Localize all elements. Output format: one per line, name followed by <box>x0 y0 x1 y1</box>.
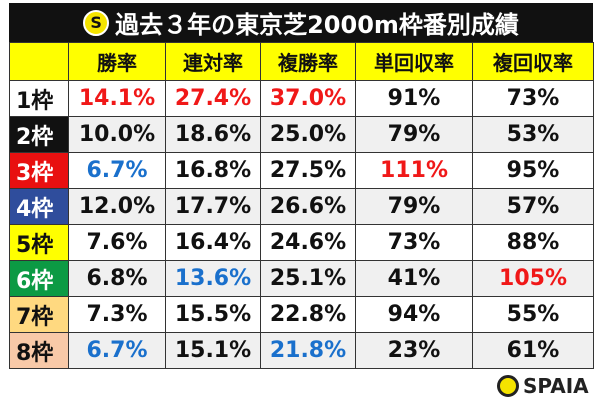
table-cell: 24.6% <box>260 224 356 261</box>
table-cell: 25.0% <box>260 116 356 153</box>
table-cell: 23% <box>355 332 473 369</box>
table-cell: 21.8% <box>260 332 356 369</box>
stats-table: 勝率 連対率 複勝率 単回収率 複回収率 1枠 14.1% 27.4% 37.0% 91% 73%… <box>9 42 594 369</box>
table-cell: 27.4% <box>165 80 261 117</box>
column-header <box>9 42 69 81</box>
table-row: 6枠 6.8% 13.6% 25.1% 41% 105% <box>9 260 594 297</box>
table-cell: 25.1% <box>260 260 356 297</box>
table-row: 5枠 7.6% 16.4% 24.6% 73% 88% <box>9 224 594 261</box>
table-row: 8枠 6.7% 15.1% 21.8% 23% 61% <box>9 332 594 369</box>
gate-label: 7枠 <box>9 296 69 333</box>
table-row: 1枠 14.1% 27.4% 37.0% 91% 73% <box>9 80 594 117</box>
gate-label: 1枠 <box>9 80 69 117</box>
spaia-logo-icon: S <box>83 9 110 36</box>
table-cell: 26.6% <box>260 188 356 225</box>
stats-table-container: S 過去３年の東京芝2000m枠番別成績 勝率 連対率 複勝率 単回収率 複回収率 1枠… <box>9 3 594 369</box>
gate-label: 6枠 <box>9 260 69 297</box>
table-cell: 18.6% <box>165 116 261 153</box>
table-cell: 61% <box>472 332 594 369</box>
table-cell: 6.8% <box>68 260 166 297</box>
gate-label: 3枠 <box>9 152 69 189</box>
table-cell: 95% <box>472 152 594 189</box>
column-header: 単回収率 <box>355 42 473 81</box>
gate-label: 5枠 <box>9 224 69 261</box>
table-cell: 7.3% <box>68 296 166 333</box>
table-cell: 14.1% <box>68 80 166 117</box>
gate-label: 4枠 <box>9 188 69 225</box>
table-cell: 57% <box>472 188 594 225</box>
column-header: 複回収率 <box>472 42 594 81</box>
table-cell: 10.0% <box>68 116 166 153</box>
table-title-bar: S 過去３年の東京芝2000m枠番別成績 <box>9 3 593 42</box>
table-cell: 17.7% <box>165 188 261 225</box>
table-title: 過去３年の東京芝2000m枠番別成績 <box>115 11 519 39</box>
table-cell: 13.6% <box>165 260 261 297</box>
table-cell: 6.7% <box>68 152 166 189</box>
column-header: 連対率 <box>165 42 261 81</box>
table-cell: 73% <box>355 224 473 261</box>
table-cell: 53% <box>472 116 594 153</box>
table-cell: 41% <box>355 260 473 297</box>
table-row: 7枠 7.3% 15.5% 22.8% 94% 55% <box>9 296 594 333</box>
table-row: 4枠 12.0% 17.7% 26.6% 79% 57% <box>9 188 594 225</box>
table-cell: 37.0% <box>260 80 356 117</box>
table-cell: 6.7% <box>68 332 166 369</box>
table-cell: 111% <box>355 152 473 189</box>
table-cell: 15.5% <box>165 296 261 333</box>
column-header: 勝率 <box>68 42 166 81</box>
table-row: 3枠 6.7% 16.8% 27.5% 111% 95% <box>9 152 594 189</box>
column-header: 複勝率 <box>260 42 356 81</box>
header-row: 勝率 連対率 複勝率 単回収率 複回収率 <box>9 42 594 81</box>
table-cell: 88% <box>472 224 594 261</box>
table-cell: 73% <box>472 80 594 117</box>
table-cell: 16.4% <box>165 224 261 261</box>
gate-label: 8枠 <box>9 332 69 369</box>
table-cell: 12.0% <box>68 188 166 225</box>
spaia-brand: SPAIA <box>497 374 589 398</box>
table-cell: 55% <box>472 296 594 333</box>
table-cell: 91% <box>355 80 473 117</box>
table-cell: 94% <box>355 296 473 333</box>
table-cell: 22.8% <box>260 296 356 333</box>
table-row: 2枠 10.0% 18.6% 25.0% 79% 53% <box>9 116 594 153</box>
table-cell: 79% <box>355 188 473 225</box>
table-cell: 79% <box>355 116 473 153</box>
table-cell: 16.8% <box>165 152 261 189</box>
table-cell: 15.1% <box>165 332 261 369</box>
brand-name: SPAIA <box>523 374 589 398</box>
table-cell: 27.5% <box>260 152 356 189</box>
spaia-logo-icon <box>497 375 519 397</box>
table-cell: 105% <box>472 260 594 297</box>
table-cell: 7.6% <box>68 224 166 261</box>
gate-label: 2枠 <box>9 116 69 153</box>
